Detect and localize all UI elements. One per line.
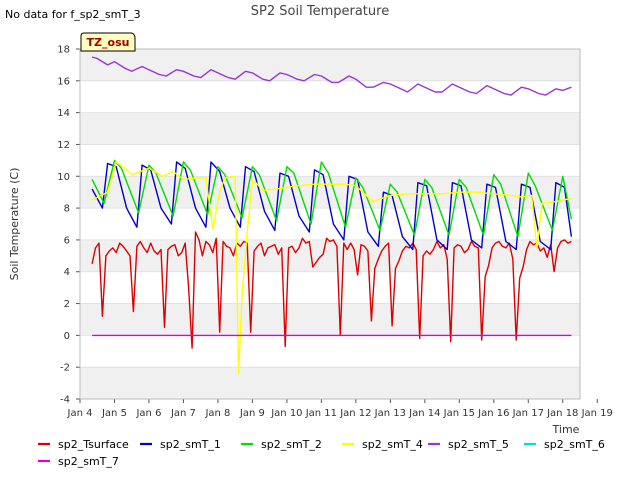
x-tick-label: Jan 7 [170,408,196,419]
x-tick-label: Jan 16 [477,408,509,419]
plot-frame [79,48,581,400]
grid-band [80,176,580,209]
series-line-sp2_smT_2 [91,159,573,238]
x-tick-label: Jan 10 [270,408,302,419]
timezone-badge-label: TZ_osu [87,36,130,49]
chart-title: SP2 Soil Temperature [251,4,389,19]
y-tick-label: 8 [64,204,70,215]
y-tick-label: 12 [57,140,70,151]
y-tick-label: 2 [64,299,70,310]
y-tick-label: -4 [60,395,70,406]
x-tick-label: Jan 9 [239,408,265,419]
plot-area [80,49,580,399]
grid-band [80,303,580,336]
legend-label: sp2_smT_7 [58,455,119,468]
x-tick-label: Jan 11 [305,408,337,419]
x-tick-label: Jan 8 [204,408,230,419]
x-tick-label: Jan 12 [339,408,371,419]
y-tick-label: 14 [57,108,70,119]
y-tick-label: 0 [64,331,70,342]
x-tick-label: Jan 15 [443,408,475,419]
y-tick-label: 18 [57,45,70,56]
legend-label: sp2_smT_4 [362,438,423,451]
x-tick-label: Jan 4 [67,408,93,419]
y-tick-label: 10 [57,172,70,183]
y-tick-label: 6 [64,235,70,246]
timezone-badge: TZ_osu [80,32,136,52]
x-tick-label: Jan 17 [512,408,544,419]
series-line-sp2_smT_5 [91,56,572,96]
series-line-sp2_smT_1 [91,161,573,251]
series-line-sp2_smT_4 [91,161,572,375]
legend: sp2_Tsurface sp2_smT_1 sp2_smT_2 sp2_smT_4 s… [38,438,605,468]
series-line-sp2_Tsurface [91,231,572,349]
legend-label: sp2_Tsurface [58,438,129,451]
grid-bands [80,48,580,400]
grid-band [80,367,580,399]
x-tick-label: Jan 5 [101,408,127,419]
x-tick-label: Jan 13 [374,408,406,419]
y-tick-label: -2 [60,363,70,374]
y-tick-label: 4 [64,267,70,278]
x-tick-label: Jan 18 [546,408,578,419]
y-axis-ticks: -4 -2 0 2 4 6 8 10 12 14 16 18 [57,45,80,406]
grid-band [80,239,580,272]
x-axis-label: Time [552,423,580,436]
y-tick-label: 16 [57,76,70,87]
grid-band [80,49,580,81]
legend-label: sp2_smT_6 [544,438,605,451]
legend-label: sp2_smT_5 [448,438,509,451]
x-tick-label: Jan 14 [408,408,440,419]
no-data-note: No data for f_sp2_smT_3 [5,8,141,21]
x-axis-ticks: Jan 4 Jan 5 Jan 6 Jan 7 Jan 8 Jan 9 Jan 10 Jan … [67,399,613,419]
x-tick-label: Jan 6 [135,408,161,419]
legend-label: sp2_smT_1 [160,438,221,451]
plot-background [80,49,580,399]
grid-band [80,112,580,145]
x-tick-label: Jan 19 [581,408,613,419]
series-lines [91,56,573,375]
y-axis-label: Soil Temperature (C) [8,168,21,281]
legend-label: sp2_smT_2 [261,438,322,451]
